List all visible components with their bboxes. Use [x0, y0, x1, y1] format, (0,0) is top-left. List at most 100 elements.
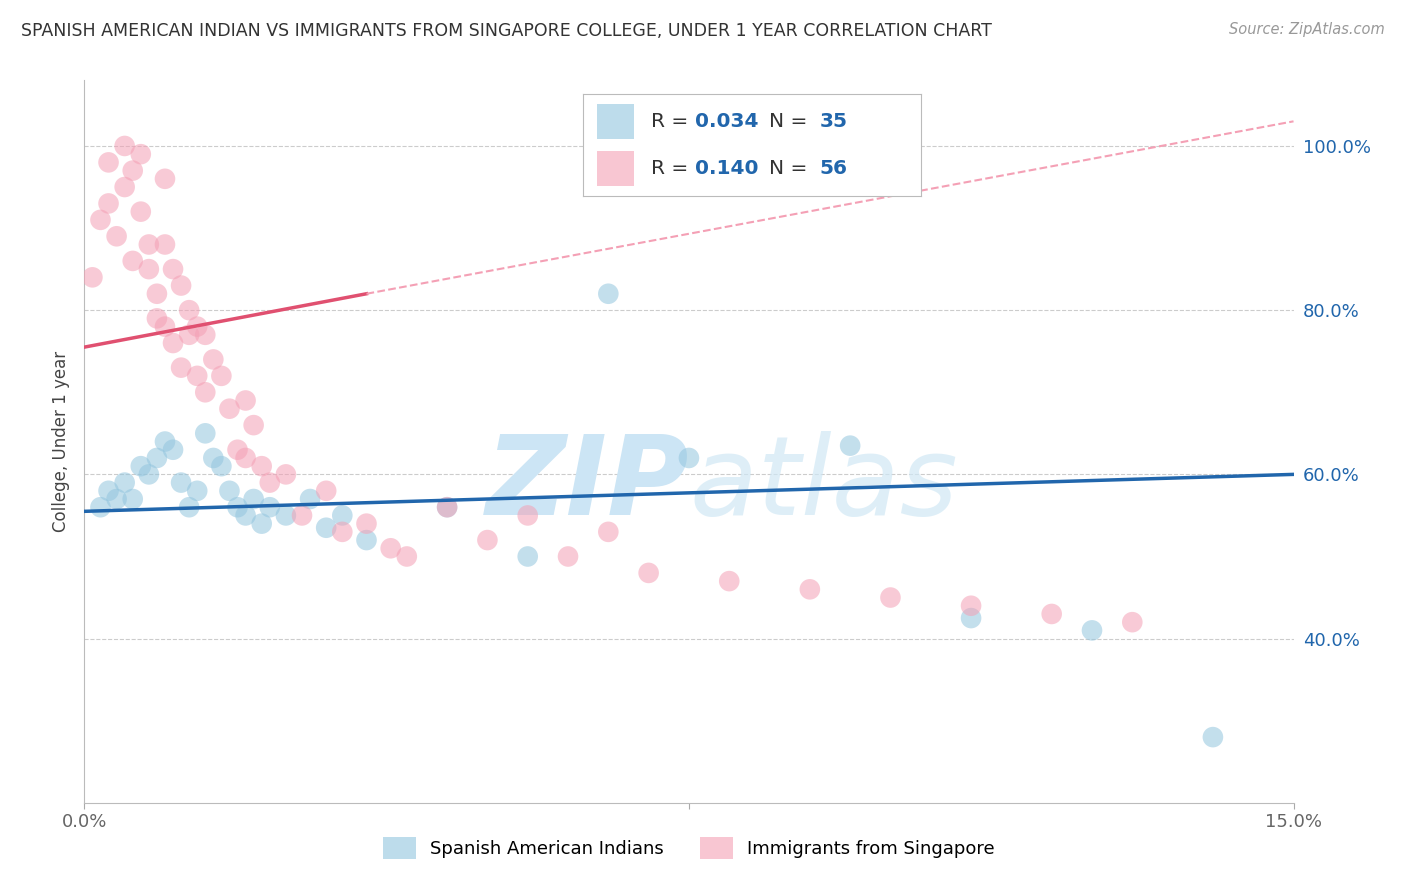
- Text: ZIP: ZIP: [485, 432, 689, 539]
- Text: 56: 56: [820, 159, 848, 178]
- Point: [170, 278, 193, 293]
- Point: [202, 352, 225, 367]
- Legend: Spanish American Indians, Immigrants from Singapore: Spanish American Indians, Immigrants fro…: [384, 837, 994, 859]
- Text: 35: 35: [820, 112, 848, 131]
- Point: [114, 180, 136, 194]
- Point: [315, 521, 337, 535]
- Point: [1202, 730, 1225, 744]
- Text: R =: R =: [651, 112, 695, 131]
- Point: [395, 549, 418, 564]
- Point: [121, 163, 143, 178]
- Point: [226, 500, 249, 515]
- Point: [598, 524, 620, 539]
- Point: [299, 491, 322, 506]
- Text: 0.140: 0.140: [695, 159, 758, 178]
- Point: [97, 155, 120, 169]
- Bar: [598, 151, 634, 186]
- Point: [315, 483, 337, 498]
- Point: [129, 459, 152, 474]
- Point: [138, 237, 160, 252]
- Point: [516, 508, 538, 523]
- Point: [121, 254, 143, 268]
- Point: [105, 229, 128, 244]
- Point: [1081, 624, 1104, 638]
- Point: [259, 500, 281, 515]
- Point: [129, 147, 152, 161]
- Point: [516, 549, 538, 564]
- Point: [209, 368, 232, 383]
- Point: [235, 450, 257, 465]
- Point: [162, 442, 184, 457]
- Point: [218, 483, 240, 498]
- Point: [330, 524, 353, 539]
- Point: [242, 418, 264, 433]
- Point: [250, 516, 273, 531]
- Text: Source: ZipAtlas.com: Source: ZipAtlas.com: [1229, 22, 1385, 37]
- Point: [436, 500, 458, 515]
- Point: [839, 439, 862, 453]
- Text: N =: N =: [769, 159, 814, 178]
- Point: [146, 286, 169, 301]
- Point: [1121, 615, 1143, 630]
- Point: [380, 541, 402, 556]
- Text: atlas: atlas: [689, 432, 957, 539]
- Point: [129, 204, 152, 219]
- Y-axis label: College, Under 1 year: College, Under 1 year: [52, 351, 70, 533]
- Point: [242, 491, 264, 506]
- Point: [138, 467, 160, 482]
- Point: [97, 196, 120, 211]
- Point: [170, 360, 193, 375]
- Point: [179, 327, 201, 342]
- Point: [436, 500, 458, 515]
- Point: [218, 401, 240, 416]
- Point: [114, 139, 136, 153]
- Point: [291, 508, 314, 523]
- Point: [259, 475, 281, 490]
- Point: [194, 385, 217, 400]
- Point: [235, 508, 257, 523]
- Point: [153, 171, 176, 186]
- Point: [235, 393, 257, 408]
- Point: [186, 368, 208, 383]
- Text: R =: R =: [651, 159, 695, 178]
- Point: [162, 336, 184, 351]
- Point: [170, 475, 193, 490]
- Point: [153, 319, 176, 334]
- Point: [105, 491, 128, 506]
- Point: [356, 516, 378, 531]
- Point: [477, 533, 499, 547]
- Point: [179, 500, 201, 515]
- Point: [186, 319, 208, 334]
- Point: [960, 611, 983, 625]
- Point: [274, 508, 297, 523]
- Point: [250, 459, 273, 474]
- Point: [356, 533, 378, 547]
- Point: [114, 475, 136, 490]
- Text: N =: N =: [769, 112, 814, 131]
- Point: [146, 450, 169, 465]
- Point: [146, 311, 169, 326]
- Point: [194, 426, 217, 441]
- Text: 0.034: 0.034: [695, 112, 758, 131]
- Point: [162, 262, 184, 277]
- Point: [153, 434, 176, 449]
- Point: [153, 237, 176, 252]
- Point: [557, 549, 579, 564]
- Point: [138, 262, 160, 277]
- Point: [202, 450, 225, 465]
- Bar: [598, 104, 634, 139]
- Point: [209, 459, 232, 474]
- Text: SPANISH AMERICAN INDIAN VS IMMIGRANTS FROM SINGAPORE COLLEGE, UNDER 1 YEAR CORRE: SPANISH AMERICAN INDIAN VS IMMIGRANTS FR…: [21, 22, 993, 40]
- Point: [330, 508, 353, 523]
- Point: [274, 467, 297, 482]
- Point: [598, 286, 620, 301]
- Point: [879, 591, 901, 605]
- Point: [194, 327, 217, 342]
- Point: [121, 491, 143, 506]
- Point: [799, 582, 821, 597]
- Point: [960, 599, 983, 613]
- Point: [718, 574, 741, 588]
- Point: [1040, 607, 1063, 621]
- Point: [637, 566, 659, 580]
- Point: [179, 303, 201, 318]
